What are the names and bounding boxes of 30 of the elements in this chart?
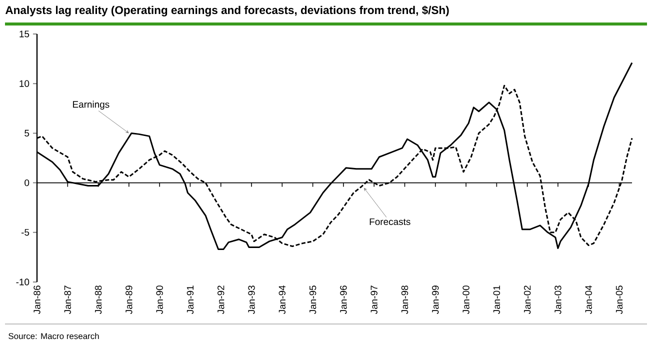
chart-title: Analysts lag reality (Operating earnings and forecasts, deviations from trend, $/Sh) [5, 6, 449, 16]
y-tick-label: 5 [24, 130, 30, 136]
x-tick-label: Jan-86 [34, 286, 40, 314]
x-tick-label: Jan-89 [126, 286, 132, 314]
x-tick-label: Jan-96 [340, 286, 347, 314]
x-tick-label: Jan-98 [401, 286, 408, 314]
y-tick-label: 10 [20, 80, 30, 87]
x-tick-label: Jan-97 [370, 286, 378, 314]
x-tick-label: Jan-95 [309, 286, 316, 314]
y-tick-label: 0 [24, 179, 30, 186]
x-tick-label: Jan-99 [432, 286, 439, 314]
x-tick-label: Jan-04 [585, 285, 592, 314]
x-tick-label: Jan-02 [524, 286, 531, 314]
x-tick-label: Jan-05 [616, 286, 623, 314]
y-tick-label: 15 [20, 30, 30, 38]
x-tick-label: Jan-93 [248, 286, 255, 314]
x-tick-label: Jan-91 [186, 286, 194, 314]
x-tick-label: Jan-88 [94, 286, 102, 314]
x-tick-label: Jan-87 [64, 286, 71, 314]
source-note: Source: Macro research [8, 332, 99, 340]
x-tick-label: Jan-00 [462, 286, 470, 314]
x-tick-label: Jan-92 [218, 286, 224, 314]
y-tick-label: -10 [16, 278, 30, 286]
x-tick-label: Jan-90 [156, 286, 163, 314]
x-tick-label: Jan-94 [278, 285, 286, 314]
annotation: Forecasts [370, 218, 410, 226]
x-tick-label: Jan-01 [493, 286, 500, 314]
annotation: Earnings [73, 100, 110, 110]
x-tick-label: Jan-03 [554, 286, 562, 314]
y-tick-label: -5 [21, 229, 30, 236]
